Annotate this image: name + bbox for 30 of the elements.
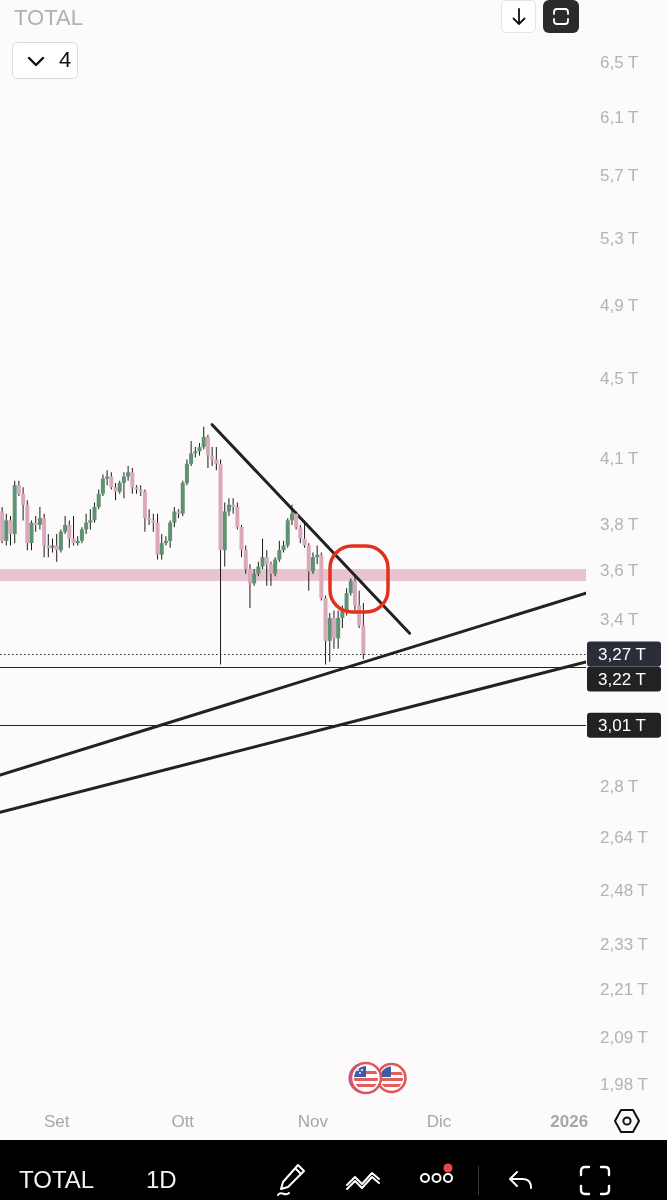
text: TOTAL (19, 1166, 95, 1194)
x-tick-label: Nov (297, 1111, 329, 1131)
ref-line-label: 3,27 T (598, 644, 646, 664)
y-tick-label: 2,64 T (600, 827, 648, 847)
y-tick-label: 3,8 T (600, 514, 639, 534)
y-tick-label: 4,1 T (600, 449, 639, 469)
y-tick-label: 4,9 T (600, 296, 639, 316)
ref-line-label: 3,01 T (598, 715, 646, 735)
x-tick-label: Dic (426, 1111, 452, 1131)
y-tick-label: 2,09 T (600, 1028, 648, 1048)
x-tick-label: Set (43, 1111, 70, 1131)
chart-title: TOTAL (14, 5, 83, 31)
text: 1D (146, 1166, 177, 1194)
y-tick-label: 6,5 T (600, 53, 639, 73)
y-tick-label: 2,21 T (600, 980, 648, 1000)
y-tick-label: 2,48 T (600, 881, 648, 901)
dropdown-button: 4 (12, 42, 78, 79)
y-tick-label: 3,4 T (600, 610, 639, 630)
y-tick-label: 5,3 T (600, 228, 639, 248)
y-tick-label: 2,33 T (600, 934, 648, 954)
y-tick-label: 3,6 T (600, 561, 639, 581)
x-tick-label: 2026 (550, 1111, 589, 1131)
y-tick-label: 5,7 T (600, 166, 639, 186)
y-tick-label: 4,5 T (600, 369, 639, 389)
annotation: 4 (59, 47, 72, 73)
y-tick-label: 2,8 T (600, 776, 639, 796)
y-tick-label: 1,98 T (600, 1074, 648, 1094)
x-tick-label: Ott (171, 1111, 195, 1131)
y-tick-label: 6,1 T (600, 107, 639, 127)
ref-line-label: 3,22 T (598, 669, 646, 689)
